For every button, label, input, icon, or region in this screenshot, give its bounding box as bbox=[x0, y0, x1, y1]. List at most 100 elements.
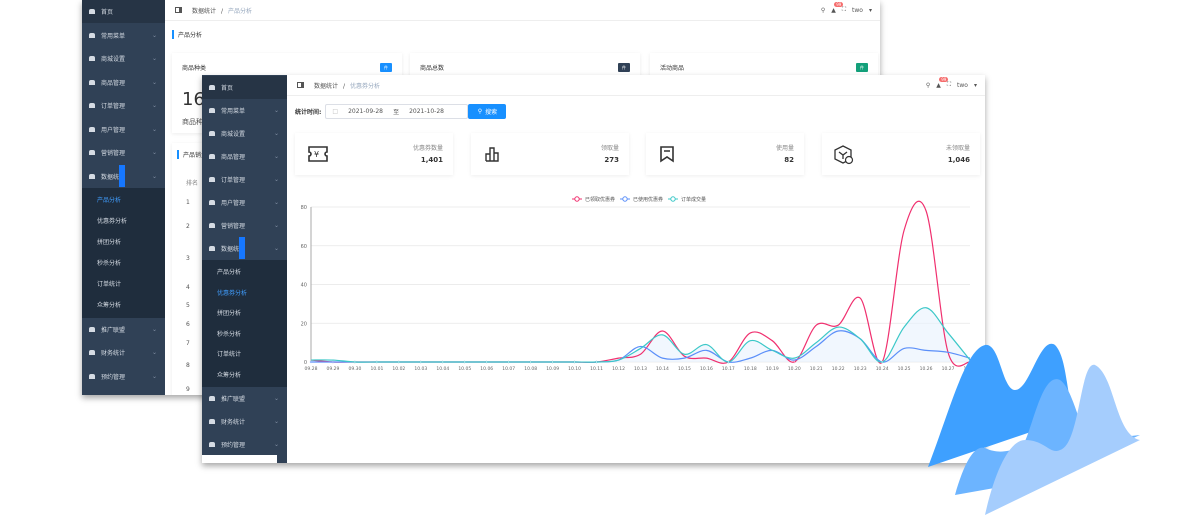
user-menu[interactable]: two bbox=[957, 81, 968, 89]
chevron-icon: ⌄ bbox=[273, 176, 279, 183]
search-icon[interactable]: ⚲ bbox=[820, 6, 826, 14]
user-menu[interactable]: two bbox=[852, 6, 863, 14]
submenu-item[interactable]: 拼团分析 bbox=[97, 238, 122, 246]
submenu-item[interactable]: 秒杀分析 bbox=[217, 330, 242, 338]
x-tick-label: 10.27 bbox=[942, 366, 955, 372]
sidebar-item[interactable]: 首页 bbox=[82, 0, 165, 23]
series-line bbox=[310, 200, 971, 367]
submenu-item[interactable]: 产品分析 bbox=[217, 269, 242, 276]
data-point bbox=[880, 360, 884, 364]
sidebar-item[interactable]: 常用菜单 ⌄ bbox=[82, 24, 165, 47]
svg-text:¥: ¥ bbox=[314, 150, 319, 159]
lock-icon bbox=[89, 9, 95, 14]
sidebar-item[interactable]: 预约管理 ⌄ bbox=[82, 365, 165, 388]
data-point bbox=[573, 360, 576, 364]
data-point bbox=[309, 360, 313, 364]
stat-card-coupons: ¥ 优惠券数量 1,401 bbox=[295, 133, 453, 175]
lock-icon bbox=[89, 103, 95, 108]
y-tick-label: 40 bbox=[301, 283, 307, 289]
date-range-picker[interactable]: □ 2021-09-28 至 2021-10-28 bbox=[325, 104, 469, 119]
lock-icon bbox=[89, 79, 95, 85]
bell-icon[interactable]: ▲ 99 bbox=[936, 76, 949, 89]
sidebar-item[interactable]: 数据统计 ⌄ bbox=[82, 165, 165, 188]
search-button[interactable]: ⚲ 搜索 bbox=[468, 104, 507, 119]
sidebar-item[interactable]: 营销管理 ⌄ bbox=[202, 214, 287, 237]
sidebar-item[interactable]: 商城设置 ⌄ bbox=[202, 122, 287, 145]
chevron-icon: ⌄ bbox=[151, 102, 157, 109]
card-tag: 件 bbox=[380, 63, 392, 72]
chevron-icon: ⌄ bbox=[151, 125, 157, 133]
bell-icon[interactable]: ▲ 99 bbox=[831, 1, 844, 14]
breadcrumb: 数据统计 / 产品分析 bbox=[192, 7, 253, 15]
legend-marker bbox=[574, 196, 580, 202]
data-point bbox=[331, 360, 335, 364]
data-point bbox=[595, 360, 598, 364]
sidebar-item[interactable]: 用户管理 ⌄ bbox=[202, 191, 287, 214]
sidebar-item[interactable]: 财务统计 ⌄ bbox=[82, 341, 165, 364]
submenu-item[interactable]: 优惠券分析 bbox=[97, 217, 128, 225]
stat-card-unreceived: 未领取量 1,046 bbox=[822, 133, 980, 175]
sidebar-item[interactable]: 数据统计 ⌄ bbox=[202, 237, 287, 260]
x-tick-label: 10.21 bbox=[810, 366, 823, 372]
lock-icon bbox=[89, 350, 95, 355]
chevron-icon: ⌄ bbox=[273, 395, 279, 402]
submenu-item[interactable]: 优惠券分析 bbox=[217, 289, 248, 297]
fullscreen-icon[interactable]: ⛶ bbox=[946, 81, 952, 88]
menu-toggle-icon[interactable] bbox=[175, 7, 182, 13]
y-tick-label: 80 bbox=[301, 205, 307, 211]
legend-marker bbox=[670, 196, 676, 202]
sidebar-item[interactable]: 商品管理 ⌄ bbox=[82, 71, 165, 94]
sidebar-item[interactable]: 推广联盟 ⌄ bbox=[82, 318, 165, 341]
sidebar-item[interactable]: 用户管理 ⌄ bbox=[82, 118, 165, 141]
sidebar-item[interactable]: 首页 bbox=[202, 76, 287, 99]
sidebar-item[interactable]: 预约管理 ⌄ bbox=[202, 433, 287, 456]
chevron-icon: ⌄ bbox=[273, 153, 279, 160]
sidebar-item[interactable]: 订单管理 ⌄ bbox=[202, 168, 287, 191]
search-icon[interactable]: ⚲ bbox=[925, 81, 931, 89]
sidebar: 首页 常用菜单 ⌄ 商城设置 ⌄ 商品管理 ⌄ 订单管理 ⌄ 用户管理 ⌄ 营销管理 ⌄ 数据统计 ⌄ 产品分… bbox=[82, 0, 165, 395]
stat-card-received: 领取量 273 bbox=[471, 133, 629, 175]
x-tick-label: 10.14 bbox=[656, 366, 669, 372]
x-tick-label: 10.10 bbox=[568, 366, 581, 372]
submenu-item[interactable]: 拼团分析 bbox=[217, 310, 242, 317]
submenu bbox=[202, 260, 287, 387]
submenu-item[interactable]: 订单统计 bbox=[217, 351, 242, 358]
data-point bbox=[727, 360, 730, 364]
package-icon bbox=[834, 145, 854, 165]
submenu-item[interactable]: 产品分析 bbox=[97, 196, 122, 204]
menu-toggle-icon[interactable] bbox=[297, 82, 304, 88]
y-tick-label: 0 bbox=[304, 360, 307, 366]
table-row: 3 bbox=[186, 255, 190, 262]
x-tick-label: 10.15 bbox=[678, 366, 691, 372]
sidebar: 首页 常用菜单 ⌄ 商城设置 ⌄ 商品管理 ⌄ 订单管理 ⌄ 用户管理 ⌄ 营销管理 ⌄ 数据统计 ⌄ 产品分… bbox=[202, 75, 287, 463]
sidebar-item[interactable]: 订单管理 ⌄ bbox=[82, 94, 165, 117]
lock-icon bbox=[209, 85, 215, 90]
lock-icon bbox=[89, 126, 95, 132]
fullscreen-icon[interactable]: ⛶ bbox=[841, 6, 847, 13]
chevron-icon: ⌄ bbox=[151, 55, 157, 62]
sidebar-item[interactable]: 财务统计 ⌄ bbox=[202, 410, 287, 433]
data-point bbox=[507, 360, 510, 364]
lock-icon bbox=[89, 326, 95, 332]
sidebar-item[interactable]: 商品管理 ⌄ bbox=[202, 145, 287, 168]
table-row: 7 bbox=[186, 340, 190, 347]
submenu-item[interactable]: 众筹分析 bbox=[97, 301, 122, 309]
lock-icon bbox=[89, 150, 95, 155]
sidebar-item[interactable]: 常用菜单 ⌄ bbox=[202, 99, 287, 122]
x-tick-label: 09.29 bbox=[327, 366, 340, 372]
submenu-item[interactable]: 订单统计 bbox=[97, 280, 122, 288]
sidebar-item[interactable]: 智慧门店设置⌄ bbox=[82, 388, 165, 395]
header: 数据统计 / 产品分析 ⚲ ▲ 99 ⛶ two ▾ bbox=[165, 0, 880, 21]
chevron-icon: ⌄ bbox=[273, 441, 279, 448]
submenu-item[interactable]: 秒杀分析 bbox=[97, 259, 122, 267]
header: 数据统计 / 优惠券分析 ⚲ ▲ 99 ⛶ two ▾ bbox=[287, 75, 985, 96]
sidebar-item[interactable]: 推广联盟 ⌄ bbox=[202, 387, 287, 410]
sidebar-item[interactable]: 商城设置 ⌄ bbox=[82, 47, 165, 70]
submenu-item[interactable]: 众筹分析 bbox=[217, 371, 242, 379]
table-row: 6 bbox=[186, 321, 190, 328]
data-point bbox=[485, 360, 488, 364]
sidebar-item[interactable]: 营销管理 ⌄ bbox=[82, 141, 165, 164]
x-tick-label: 10.24 bbox=[876, 366, 889, 372]
x-tick-label: 10.07 bbox=[502, 366, 515, 372]
active-indicator bbox=[239, 237, 245, 259]
